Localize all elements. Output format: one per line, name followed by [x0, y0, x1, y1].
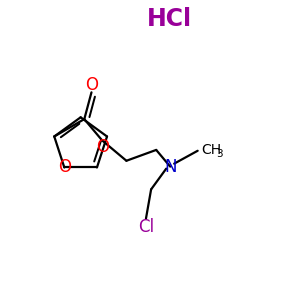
Text: CH: CH: [202, 143, 222, 157]
Text: HCl: HCl: [147, 7, 192, 31]
Text: O: O: [85, 76, 98, 94]
Text: O: O: [97, 138, 110, 156]
Text: Cl: Cl: [138, 218, 154, 236]
Text: O: O: [58, 158, 71, 176]
Text: 3: 3: [217, 149, 223, 159]
Text: N: N: [164, 158, 176, 175]
